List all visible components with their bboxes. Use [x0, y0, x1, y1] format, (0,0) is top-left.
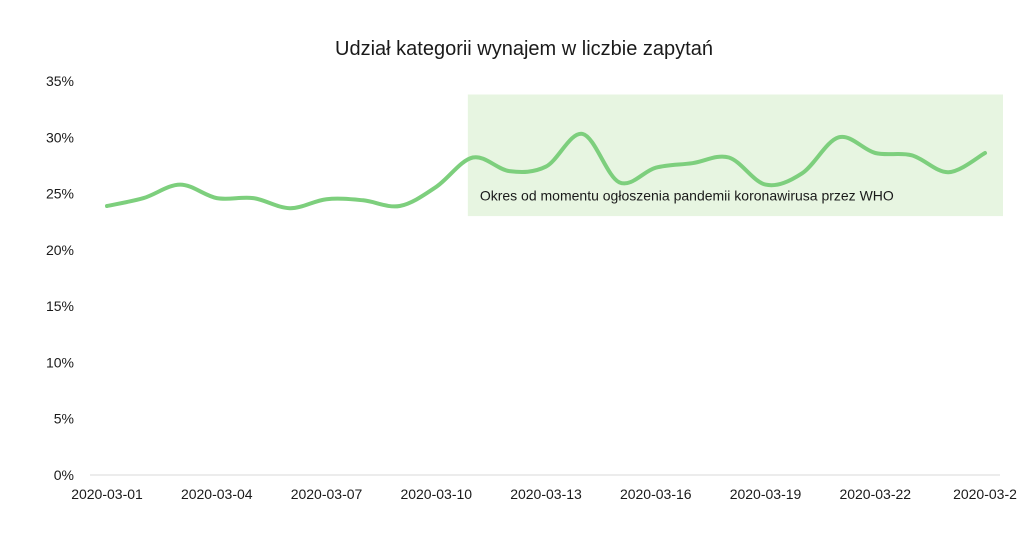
data-point: [142, 196, 146, 200]
y-tick-label: 25%: [46, 186, 74, 202]
y-tick-label: 15%: [46, 298, 74, 314]
data-point: [178, 183, 182, 187]
data-point: [617, 180, 621, 184]
data-point: [946, 170, 950, 174]
data-point: [727, 156, 731, 160]
data-point: [471, 156, 475, 160]
series-layer: [105, 131, 987, 211]
y-axis-ticks: 0% 5% 10% 15% 20% 25% 30% 35%: [46, 73, 74, 483]
data-point: [507, 169, 511, 173]
data-point: [654, 166, 658, 170]
data-point: [581, 132, 585, 136]
x-tick-label: 2020-03-07: [291, 486, 363, 502]
data-point: [105, 204, 109, 208]
data-point: [325, 197, 329, 201]
x-tick-label: 2020-03-04: [181, 486, 253, 502]
x-axis-ticks: 2020-03-01 2020-03-04 2020-03-07 2020-03-10…: [71, 486, 1017, 502]
annotation-layer: Okres od momentu ogłoszenia pandemii kor…: [467, 94, 1003, 217]
x-tick-label: 2020-03-16: [620, 486, 692, 502]
data-point: [288, 206, 292, 210]
data-point: [398, 204, 402, 208]
y-tick-label: 0%: [54, 467, 74, 483]
x-tick-label: 2020-03-2: [953, 486, 1017, 502]
data-point: [251, 196, 255, 200]
y-tick-label: 5%: [54, 411, 74, 427]
data-point: [837, 135, 841, 139]
data-point: [800, 171, 804, 175]
data-point: [873, 151, 877, 155]
y-tick-label: 35%: [46, 73, 74, 89]
data-point: [764, 183, 768, 187]
x-tick-label: 2020-03-22: [839, 486, 911, 502]
data-point: [361, 198, 365, 202]
x-tick-label: 2020-03-13: [510, 486, 582, 502]
series-line: [105, 131, 987, 211]
data-point: [690, 161, 694, 165]
data-point: [215, 196, 219, 200]
y-tick-label: 20%: [46, 242, 74, 258]
data-point: [434, 185, 438, 189]
data-point: [910, 153, 914, 157]
chart-title: Udział kategorii wynajem w liczbie zapyt…: [335, 38, 713, 60]
y-tick-label: 10%: [46, 354, 74, 370]
data-point: [544, 165, 548, 169]
annotation-label: Okres od momentu ogłoszenia pandemii kor…: [480, 187, 894, 203]
y-tick-label: 30%: [46, 129, 74, 145]
x-tick-label: 2020-03-19: [730, 486, 802, 502]
data-point: [983, 151, 987, 155]
x-tick-label: 2020-03-10: [400, 486, 472, 502]
x-tick-label: 2020-03-01: [71, 486, 143, 502]
